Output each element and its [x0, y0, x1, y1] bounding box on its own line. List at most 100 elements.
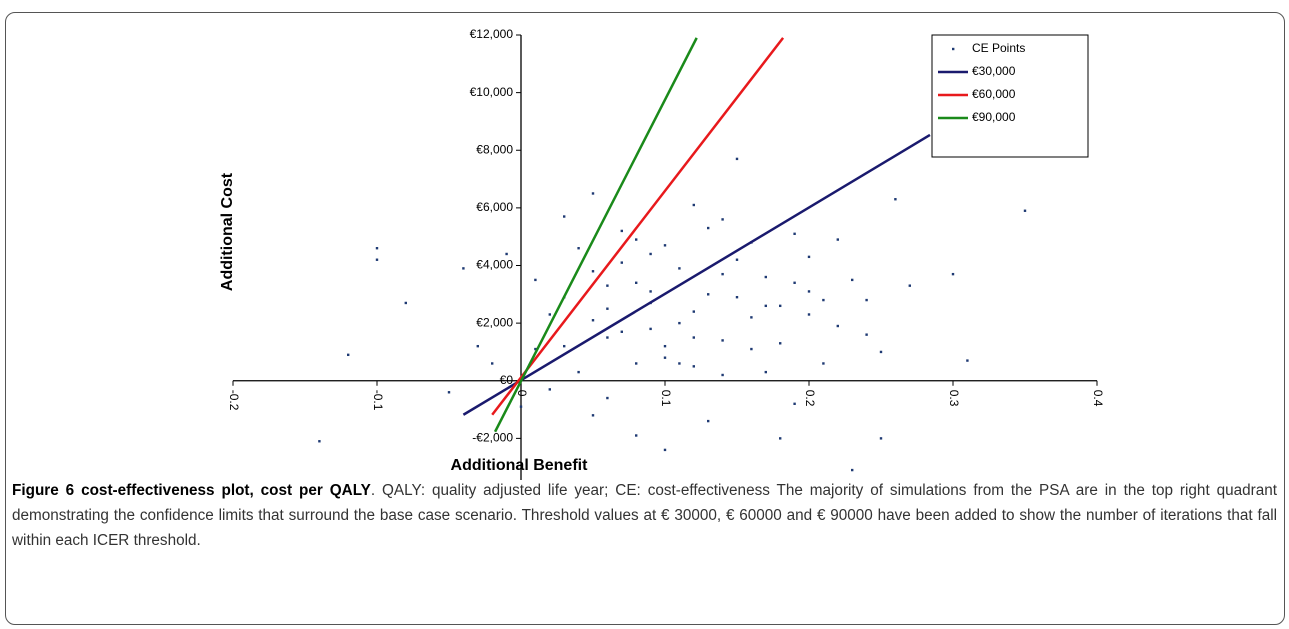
x-tick-label: -0.2 [227, 390, 241, 411]
ce-point [721, 373, 724, 377]
y-axis-title: Additional Cost [219, 172, 236, 291]
y-tick-label: €0 [500, 373, 514, 387]
ce-point [678, 267, 681, 270]
ce-point [678, 321, 681, 325]
legend-label: €90,000 [972, 110, 1016, 124]
ce-point [591, 319, 595, 322]
ce-point [707, 226, 710, 230]
x-tick-label: -0.1 [371, 390, 385, 411]
ce-point [836, 324, 839, 328]
ce-point [822, 298, 825, 302]
ce-point [707, 293, 710, 296]
ce-point [347, 353, 350, 357]
ce-point [793, 402, 796, 405]
ce-point [678, 362, 681, 365]
y-tick-label: -€2,000 [472, 431, 513, 445]
ce-point [721, 339, 724, 342]
ce-point [764, 370, 767, 374]
ce-point [534, 347, 537, 351]
ce-point [462, 267, 465, 270]
caption-title: Figure 6 cost-effectiveness plot, cost p… [12, 482, 371, 499]
ce-point [606, 336, 609, 339]
ce-point [606, 284, 609, 287]
ce-point [865, 298, 868, 302]
y-tick-label: €10,000 [470, 85, 514, 99]
y-tick-label: €6,000 [476, 200, 513, 214]
ce-point [519, 405, 523, 408]
ce-point [793, 281, 796, 284]
ce-point [606, 307, 609, 310]
x-tick-label: 0.1 [659, 390, 673, 407]
chart: Additional Benefit Additional Cost -0.2 -… [219, 27, 1105, 480]
ce-point [865, 333, 868, 336]
ce-point [375, 258, 379, 261]
ce-point [620, 229, 623, 233]
y-tick-label: €8,000 [476, 142, 513, 156]
ce-point [318, 440, 321, 443]
ce-point [591, 270, 595, 273]
ce-point [375, 247, 379, 250]
ce-point [692, 365, 695, 368]
ce-point [692, 336, 695, 339]
ce-point [750, 316, 753, 319]
ce-point [591, 414, 595, 417]
ce-point [779, 342, 782, 345]
y-tick-label: €4,000 [476, 258, 513, 272]
ce-point [851, 278, 854, 282]
caption: Figure 6 cost-effectiveness plot, cost p… [12, 478, 1277, 553]
ce-point [563, 344, 566, 348]
ce-point [635, 434, 638, 437]
legend-label: €30,000 [972, 64, 1016, 78]
ce-point [606, 396, 609, 400]
ce-point [851, 468, 854, 472]
ce-point [807, 255, 811, 259]
ce-point [663, 344, 667, 348]
ce-point [764, 304, 767, 308]
ce-point [577, 370, 580, 374]
ce-point [807, 313, 811, 316]
ce-point [764, 275, 767, 279]
ce-point [735, 157, 739, 161]
x-tick-label: 0 [515, 390, 529, 397]
ce-point [548, 388, 551, 391]
ce-point [692, 310, 695, 313]
ce-point [951, 272, 955, 276]
ce-point [649, 252, 652, 256]
ce-point [649, 290, 652, 293]
ce-point [707, 419, 710, 423]
legend-marker [952, 47, 955, 51]
x-tick-label: 0.2 [803, 390, 817, 407]
ce-point [491, 362, 494, 365]
ce-point [750, 347, 753, 351]
ce-point [879, 350, 883, 354]
ce-point [779, 304, 782, 308]
figure-frame [5, 12, 1285, 625]
threshold-line [462, 133, 931, 416]
ce-point [404, 301, 407, 305]
ce-point [620, 330, 623, 333]
ce-point [635, 238, 638, 241]
y-tick-label: €2,000 [476, 315, 513, 329]
ce-point [1023, 209, 1027, 212]
ce-point [908, 284, 911, 287]
ce-point [735, 258, 739, 261]
ce-point [966, 359, 969, 362]
ce-point [635, 362, 638, 365]
threshold-line [493, 37, 698, 433]
legend-label: €60,000 [972, 87, 1016, 101]
ce-point [779, 437, 782, 440]
ce-point [822, 362, 825, 365]
ce-point [635, 281, 638, 284]
ce-point [663, 448, 667, 452]
ce-point [563, 215, 566, 218]
caption-text: . QALY: quality adjusted life year; CE: … [12, 482, 1277, 549]
ce-point [894, 198, 897, 201]
ce-point [836, 238, 839, 241]
ce-point [591, 192, 595, 195]
x-axis-title: Additional Benefit [451, 457, 589, 474]
ce-point [620, 261, 623, 264]
legend-label: CE Points [972, 41, 1025, 55]
ce-point [447, 391, 451, 394]
ce-point [721, 272, 724, 276]
